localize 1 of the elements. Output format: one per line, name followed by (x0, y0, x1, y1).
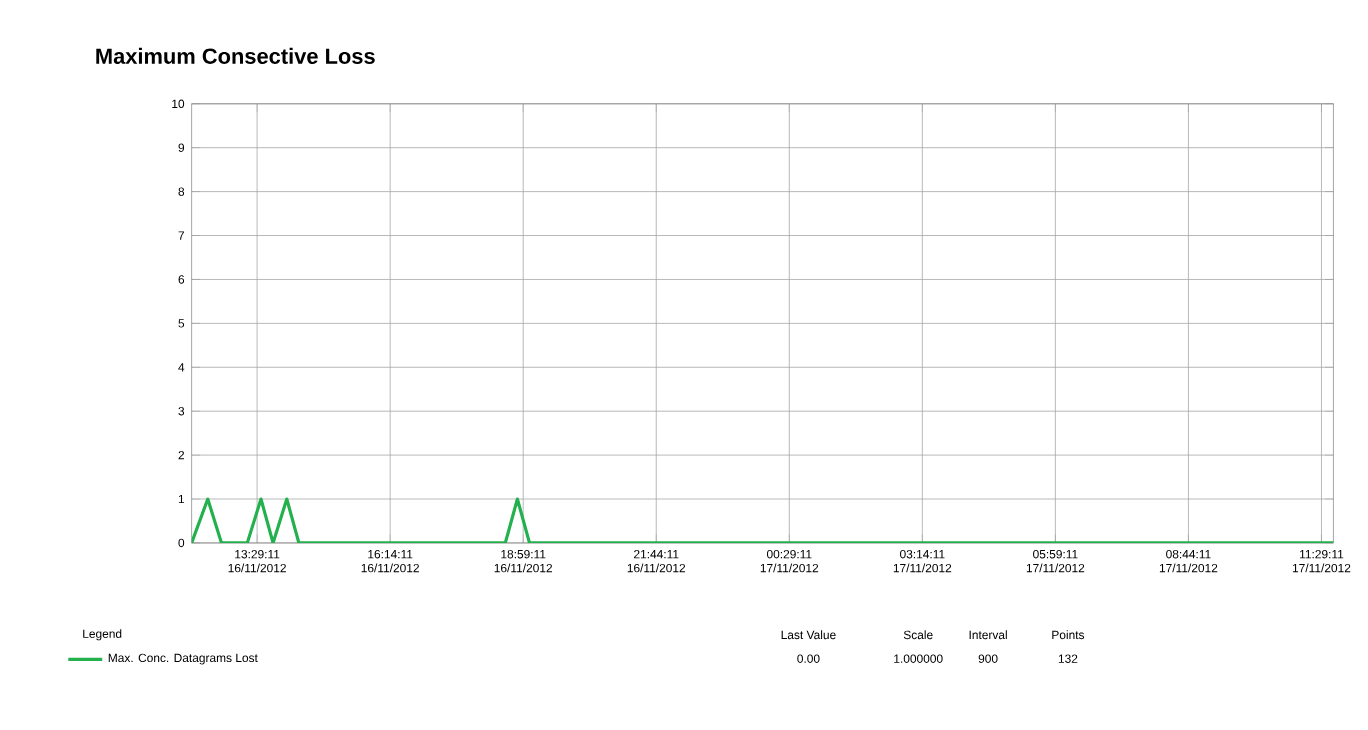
chart-title: Maximum Consective Loss (96, 47, 375, 64)
